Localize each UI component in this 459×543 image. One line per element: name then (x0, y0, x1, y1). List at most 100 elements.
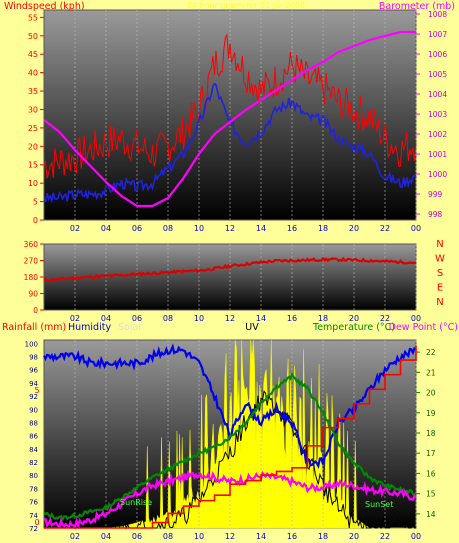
uv-series-line (44, 389, 416, 530)
chart-title: 24 hour graph for 31 Jul 2008 (187, 1, 305, 10)
panel-0-y2-tick-label: 1005 (428, 70, 447, 79)
panel-1-y-tick-label: 90 (28, 290, 38, 299)
temp-tick-label: 16 (426, 469, 436, 478)
humidity-tick-label: 90 (29, 406, 38, 414)
panel-0-y-tick-label: 15 (28, 161, 38, 170)
panel-0-x-tick-label: 02 (70, 224, 80, 233)
panel-0-x-tick-label: 08 (163, 224, 173, 233)
dewpoint-series-line (44, 469, 417, 530)
panel-0-y2-tick-label: 998 (428, 210, 443, 219)
humidity-tick-label: 86 (29, 433, 38, 441)
panel-1-y-tick-label: 360 (24, 240, 39, 249)
panel-0-y-tick-label: 0 (33, 216, 38, 225)
temperature-series-line (43, 372, 417, 522)
humidity-tick-label: 92 (29, 393, 38, 401)
panel-0-y2-tick-label: 1001 (428, 150, 447, 159)
panel-0-x-tick-label: 14 (256, 224, 266, 233)
solar-axis-label: Solar (118, 322, 142, 333)
temp-tick-label: 22 (426, 348, 436, 357)
humidity-tick-label: 98 (29, 353, 38, 361)
panel-0-x-tick-label: 04 (101, 224, 111, 233)
panel-1-x-tick-label: 20 (349, 314, 359, 323)
panel-1-x-tick-label: 14 (256, 314, 266, 323)
panel-0-x-tick-label: 06 (132, 224, 142, 233)
sunset-annotation: SunSet (365, 500, 393, 509)
barometer-series-line (43, 30, 416, 208)
rainfall-tick-label: 5 (34, 386, 39, 395)
windgust-series-line (43, 33, 417, 179)
humidity-axis-label: Humidity (68, 322, 111, 333)
temp-tick-label: 15 (426, 490, 436, 499)
panel-2-x-tick-label: 22 (380, 532, 390, 541)
panel-0-x-tick-label: 20 (349, 224, 359, 233)
panel-0-y-tick-label: 10 (28, 179, 38, 188)
humidity-tick-label: 94 (29, 380, 38, 388)
panel-0-y-tick-label: 50 (28, 32, 38, 41)
temp-tick-label: 14 (426, 510, 436, 519)
panel-2-x-tick-label: 16 (287, 532, 297, 541)
humidity-tick-label: 82 (29, 459, 38, 467)
temp-tick-label: 18 (426, 429, 436, 438)
windspeed-axis-label: Windspeed (kph) (4, 1, 85, 12)
rainfall-axis-label: Rainfall (mm) (2, 322, 66, 333)
panel-2-x-tick-label: 04 (101, 532, 111, 541)
panel-0-y2-tick-label: 1004 (428, 90, 447, 99)
humidity-tick-label: 88 (29, 419, 38, 427)
temp-tick-label: 20 (426, 389, 436, 398)
panel-1-y-tick-label: 180 (24, 273, 39, 282)
panel-0-y2-tick-label: 1000 (428, 170, 447, 179)
humidity-tick-label: 80 (29, 472, 38, 480)
panel-0-y-tick-label: 35 (28, 87, 38, 96)
panel-2-x-tick-label: 00 (411, 532, 421, 541)
panel-0-y2-tick-label: 1003 (428, 110, 447, 119)
panel-0-y2-tick-label: 1006 (428, 50, 447, 59)
panel-0-y2-tick-label: 1007 (428, 30, 447, 39)
humidity-tick-label: 96 (29, 367, 38, 375)
panel-0-x-tick-label: 18 (318, 224, 328, 233)
panel-0-y2-tick-label: 1008 (428, 10, 447, 19)
sunrise-annotation: SunRise (120, 498, 152, 507)
panel-0-x-tick-label: 12 (225, 224, 235, 233)
panel-1-x-tick-label: 12 (225, 314, 235, 323)
dewpoint-axis-label: Dew Point (°C) (389, 322, 458, 333)
panel-2-x-tick-label: 14 (256, 532, 266, 541)
panel-0-y-tick-label: 40 (28, 69, 38, 78)
panel-1-x-tick-label: 04 (101, 314, 111, 323)
panel-1-x-tick-label: 08 (163, 314, 173, 323)
humidity-tick-label: 100 (25, 340, 38, 348)
panel-1-x-tick-label: 16 (287, 314, 297, 323)
panel-0-x-tick-label: 10 (194, 224, 204, 233)
humidity-tick-label: 78 (29, 485, 38, 493)
panel-2-x-tick-label: 10 (194, 532, 204, 541)
panel-2-x-tick-label: 18 (318, 532, 328, 541)
panel-0-y-tick-label: 5 (33, 198, 38, 207)
temp-tick-label: 19 (426, 409, 436, 418)
panel-1-compass-label: S (437, 268, 443, 279)
panel-1-x-tick-label: 22 (380, 314, 390, 323)
panel-1-x-tick-label: 00 (411, 314, 421, 323)
barometer-axis-label: Barometer (mb) (379, 1, 455, 12)
panel-2-x-tick-label: 02 (70, 532, 80, 541)
panel-1-x-tick-label: 02 (70, 314, 80, 323)
panel-2-x-tick-label: 08 (163, 532, 173, 541)
panel-1-compass-label: W (435, 254, 445, 265)
humidity-tick-label: 76 (29, 499, 38, 507)
panel-0-x-tick-label: 22 (380, 224, 390, 233)
temp-tick-label: 17 (426, 449, 436, 458)
wind-direction-series-line (43, 256, 416, 283)
panel-1-x-tick-label: 10 (194, 314, 204, 323)
panel-0-y-tick-label: 25 (28, 124, 38, 133)
windspeed-series-line (43, 82, 417, 204)
panel-0-x-tick-label: 16 (287, 224, 297, 233)
temperature-axis-label: Temperature (°C) (312, 322, 395, 333)
panel-0-y2-tick-label: 999 (428, 190, 443, 199)
panel-1-y-tick-label: 270 (24, 257, 39, 266)
panel-0-y-tick-label: 20 (28, 142, 38, 151)
rainfall-tick-label: 0 (34, 518, 39, 527)
panel-1-compass-label: E (437, 283, 443, 294)
uv-axis-label: UV (245, 322, 259, 333)
humidity-tick-label: 74 (29, 512, 38, 520)
panel-2-x-tick-label: 20 (349, 532, 359, 541)
